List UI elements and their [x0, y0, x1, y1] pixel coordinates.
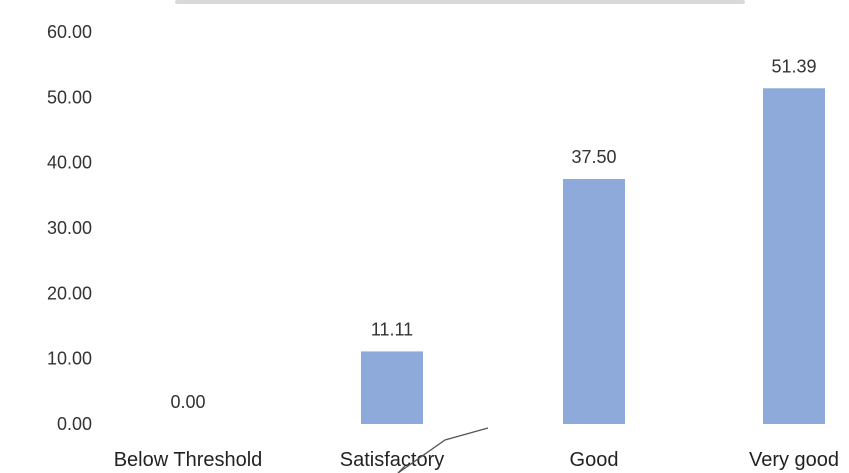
stray-stroke-mark	[397, 427, 489, 473]
data-label: 51.39	[771, 56, 816, 76]
y-tick-label: 20.00	[47, 283, 92, 303]
y-tick-label: 0.00	[57, 414, 92, 434]
data-label: 0.00	[170, 392, 205, 412]
stray-stroke-mark-2	[397, 465, 406, 473]
bar	[361, 351, 423, 424]
y-tick-label: 30.00	[47, 218, 92, 238]
category-label: Satisfactory	[340, 449, 444, 471]
bar	[563, 179, 625, 424]
data-labels: 0.00 11.11 37.50 51.39	[170, 56, 816, 412]
data-label: 11.11	[371, 319, 413, 339]
y-tick-label: 40.00	[47, 153, 92, 173]
bars	[361, 88, 825, 424]
y-tick-label: 60.00	[47, 22, 92, 42]
y-tick-label: 10.00	[47, 349, 92, 369]
y-tick-label: 50.00	[47, 87, 92, 107]
category-label: Good	[570, 449, 619, 471]
category-label: Below Threshold	[114, 449, 263, 471]
data-label: 37.50	[571, 147, 616, 167]
y-axis-ticks: 0.00 10.00 20.00 30.00 40.00 50.00 60.00	[47, 22, 92, 434]
title-strip	[175, 0, 745, 4]
bar	[763, 88, 825, 424]
category-label: Very good	[749, 449, 839, 471]
category-labels: Below Threshold Satisfactory Good Very good	[114, 449, 839, 471]
